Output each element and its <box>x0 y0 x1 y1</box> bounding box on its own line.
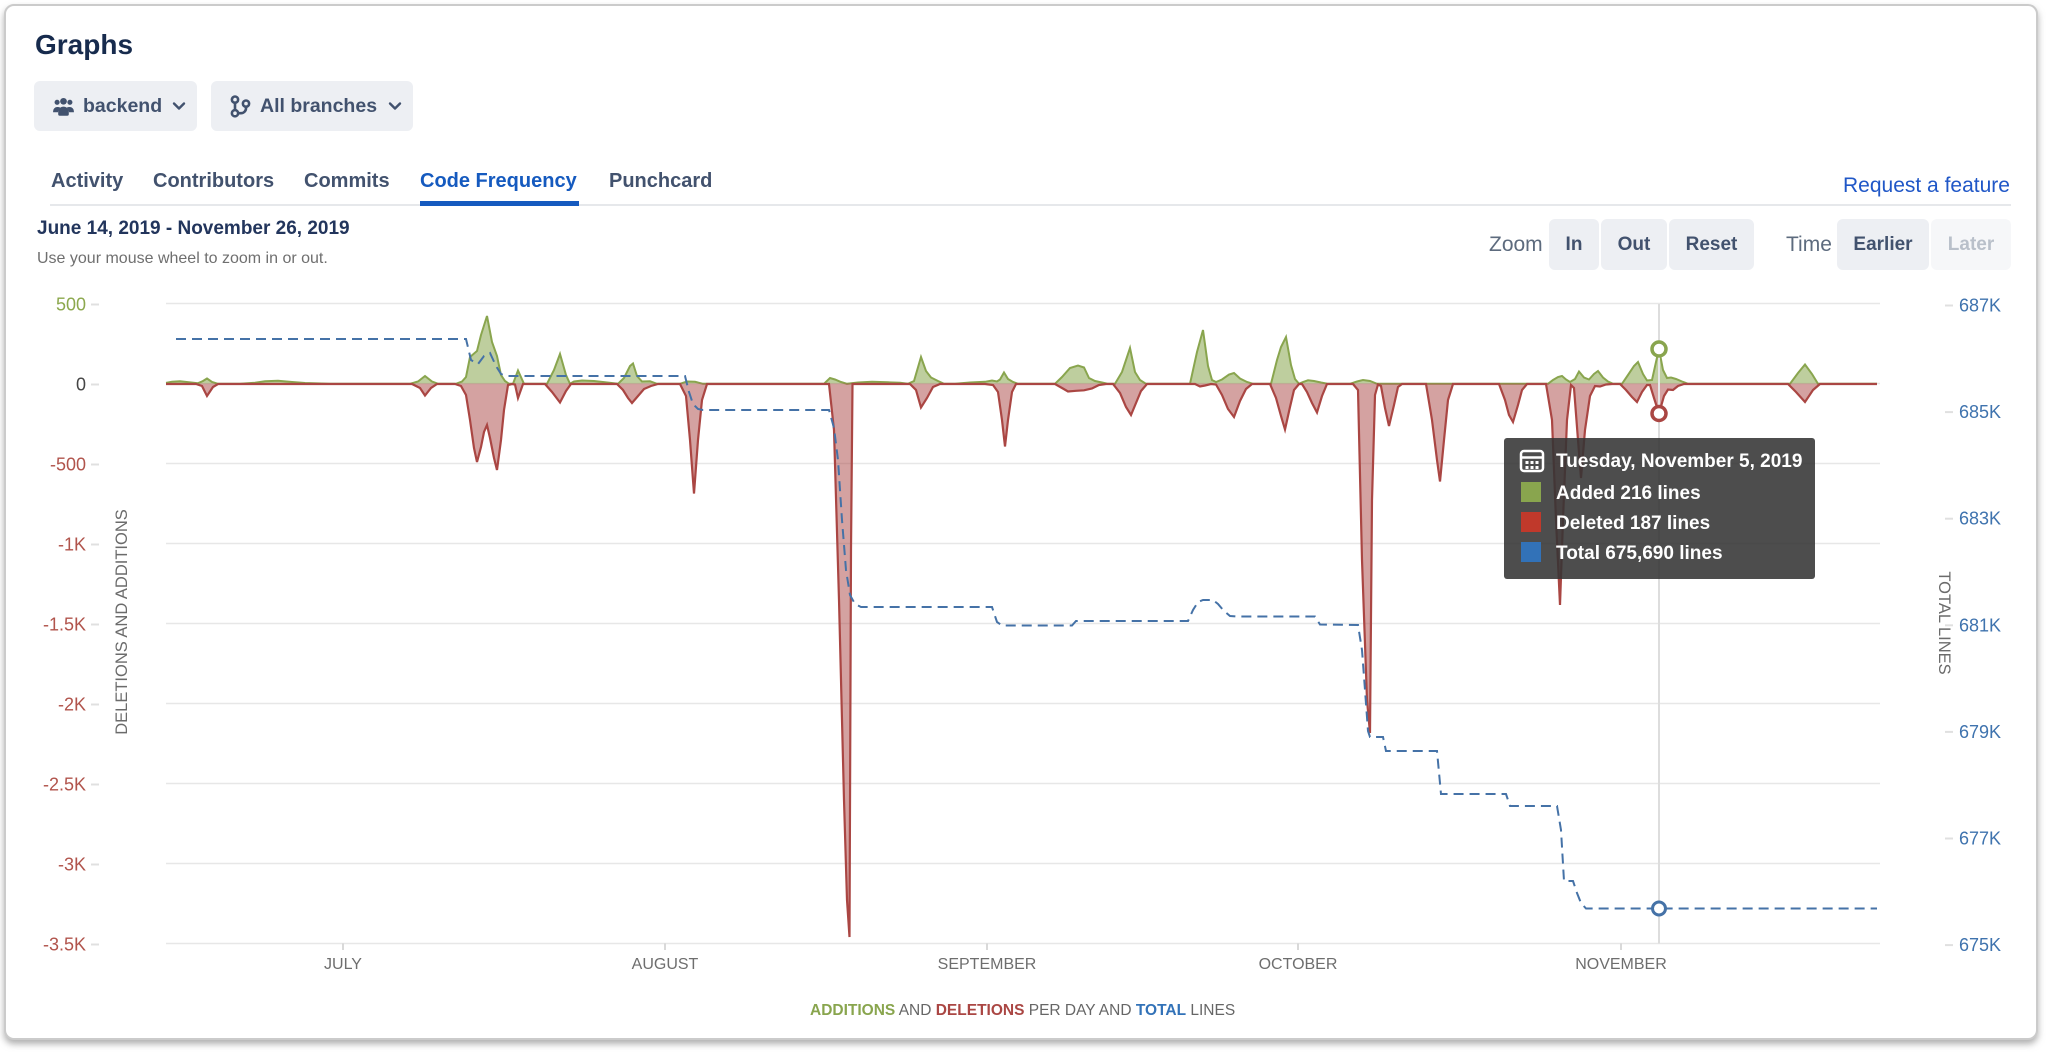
svg-text:TOTAL LINES: TOTAL LINES <box>1935 571 1953 674</box>
svg-text:677K: 677K <box>1959 829 2001 849</box>
svg-text:JULY: JULY <box>324 956 362 973</box>
svg-text:683K: 683K <box>1959 509 2001 529</box>
svg-text:-1K: -1K <box>58 535 86 555</box>
svg-text:675K: 675K <box>1959 935 2001 955</box>
svg-text:AUGUST: AUGUST <box>632 956 699 973</box>
svg-text:SEPTEMBER: SEPTEMBER <box>938 956 1037 973</box>
svg-text:687K: 687K <box>1959 296 2001 316</box>
svg-text:-2.5K: -2.5K <box>43 775 86 795</box>
svg-text:-1.5K: -1.5K <box>43 615 86 635</box>
svg-text:-2K: -2K <box>58 695 86 715</box>
svg-text:Tuesday, November 5, 2019: Tuesday, November 5, 2019 <box>1556 451 1802 472</box>
svg-text:Added 216 lines: Added 216 lines <box>1556 483 1701 504</box>
svg-text:DELETIONS AND ADDITIONS: DELETIONS AND ADDITIONS <box>113 509 131 735</box>
svg-text:500: 500 <box>56 295 86 315</box>
svg-text:-500: -500 <box>50 455 86 475</box>
svg-text:0: 0 <box>76 375 86 395</box>
svg-text:Deleted 187 lines: Deleted 187 lines <box>1556 513 1710 534</box>
svg-text:Total 675,690 lines: Total 675,690 lines <box>1556 543 1723 564</box>
svg-text:ADDITIONS AND DELETIONS PER DA: ADDITIONS AND DELETIONS PER DAY AND TOTA… <box>810 1002 1235 1019</box>
svg-text:NOVEMBER: NOVEMBER <box>1575 956 1667 973</box>
svg-text:OCTOBER: OCTOBER <box>1259 956 1338 973</box>
svg-text:-3.5K: -3.5K <box>43 935 86 955</box>
svg-text:685K: 685K <box>1959 402 2001 422</box>
svg-text:681K: 681K <box>1959 615 2001 635</box>
svg-text:-3K: -3K <box>58 855 86 875</box>
svg-text:679K: 679K <box>1959 722 2001 742</box>
